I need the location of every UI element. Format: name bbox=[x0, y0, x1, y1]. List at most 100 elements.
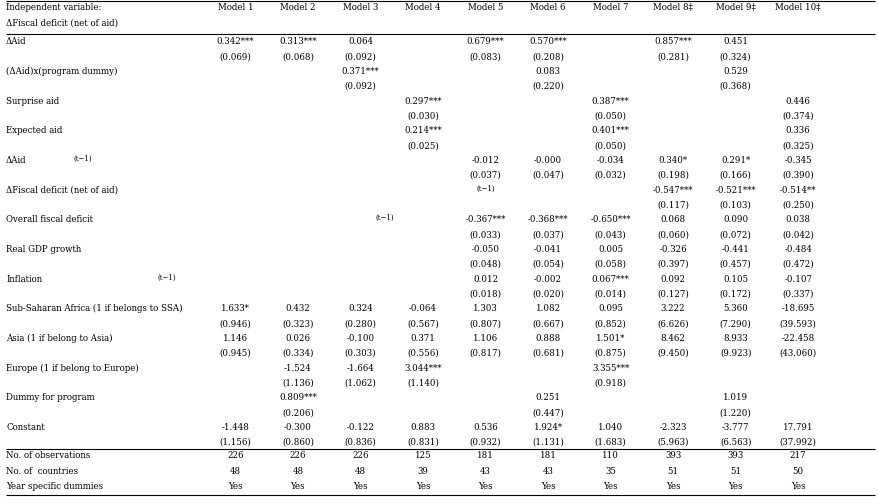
Text: (0.030): (0.030) bbox=[407, 112, 438, 121]
Text: -0.107: -0.107 bbox=[783, 275, 811, 284]
Text: ΔFiscal deficit (net of aid): ΔFiscal deficit (net of aid) bbox=[6, 186, 119, 195]
Text: Real GDP growth: Real GDP growth bbox=[6, 245, 82, 254]
Text: (0.103): (0.103) bbox=[719, 201, 751, 210]
Text: 43: 43 bbox=[479, 467, 491, 476]
Text: 0.451: 0.451 bbox=[723, 37, 747, 46]
Text: (0.092): (0.092) bbox=[344, 52, 376, 61]
Text: (6.626): (6.626) bbox=[657, 319, 688, 328]
Text: Yes: Yes bbox=[415, 482, 430, 491]
Text: (0.050): (0.050) bbox=[594, 141, 626, 150]
Text: (0.020): (0.020) bbox=[531, 290, 564, 298]
Text: Model 8‡: Model 8‡ bbox=[652, 3, 693, 12]
Text: 1.019: 1.019 bbox=[723, 393, 747, 402]
Text: (0.918): (0.918) bbox=[594, 379, 626, 387]
Text: (0.092): (0.092) bbox=[344, 82, 376, 91]
Text: (0.250): (0.250) bbox=[781, 201, 813, 210]
Text: ΔAid: ΔAid bbox=[6, 37, 26, 46]
Text: -0.521***: -0.521*** bbox=[715, 186, 755, 195]
Text: 1.633*: 1.633* bbox=[220, 304, 249, 313]
Text: Yes: Yes bbox=[291, 482, 305, 491]
Text: -0.368***: -0.368*** bbox=[527, 215, 568, 224]
Text: (0.946): (0.946) bbox=[220, 319, 251, 328]
Text: -0.041: -0.041 bbox=[534, 245, 561, 254]
Text: No. of observations: No. of observations bbox=[6, 451, 90, 460]
Text: 226: 226 bbox=[352, 451, 368, 460]
Text: Expected aid: Expected aid bbox=[6, 126, 62, 135]
Text: Overall fiscal deficit(t−1): Overall fiscal deficit(t−1) bbox=[6, 215, 116, 224]
Text: 0.324: 0.324 bbox=[348, 304, 372, 313]
Text: 0.888: 0.888 bbox=[535, 334, 560, 343]
Text: 226: 226 bbox=[227, 451, 243, 460]
Text: (0.018): (0.018) bbox=[469, 290, 501, 298]
Text: (0.032): (0.032) bbox=[594, 171, 626, 180]
Text: (43.060): (43.060) bbox=[779, 349, 816, 358]
Text: No. of  countries: No. of countries bbox=[6, 467, 78, 476]
Text: (0.043): (0.043) bbox=[594, 230, 626, 239]
Text: 0.214***: 0.214*** bbox=[404, 126, 442, 135]
Text: 0.012: 0.012 bbox=[472, 275, 498, 284]
Text: 0.005: 0.005 bbox=[597, 245, 623, 254]
Text: 0.251: 0.251 bbox=[535, 393, 560, 402]
Text: (0.681): (0.681) bbox=[531, 349, 564, 358]
Text: 0.387***: 0.387*** bbox=[591, 97, 629, 106]
Text: (0.945): (0.945) bbox=[220, 349, 251, 358]
Text: (0.047): (0.047) bbox=[531, 171, 564, 180]
Text: 1.106: 1.106 bbox=[472, 334, 498, 343]
Text: -1.664: -1.664 bbox=[346, 364, 374, 373]
Text: 17.791: 17.791 bbox=[782, 423, 812, 432]
Text: (0.397): (0.397) bbox=[657, 260, 688, 269]
Text: 110: 110 bbox=[601, 451, 618, 460]
Text: 0.371: 0.371 bbox=[410, 334, 435, 343]
Text: 0.095: 0.095 bbox=[597, 304, 623, 313]
Text: 3.222: 3.222 bbox=[660, 304, 685, 313]
Text: 0.038: 0.038 bbox=[785, 215, 810, 224]
Text: -0.345: -0.345 bbox=[783, 156, 811, 165]
Text: (1.683): (1.683) bbox=[594, 438, 626, 447]
Text: 0.068: 0.068 bbox=[659, 215, 685, 224]
Text: 217: 217 bbox=[789, 451, 806, 460]
Text: Model 6: Model 6 bbox=[529, 3, 565, 12]
Text: 0.291*: 0.291* bbox=[720, 156, 750, 165]
Text: -0.034: -0.034 bbox=[596, 156, 623, 165]
Text: Independent variable:: Independent variable: bbox=[6, 3, 102, 12]
Text: (0.567): (0.567) bbox=[407, 319, 438, 328]
Text: 0.570***: 0.570*** bbox=[529, 37, 566, 46]
Text: 0.067***: 0.067*** bbox=[591, 275, 629, 284]
Text: (0.033): (0.033) bbox=[469, 230, 500, 239]
Text: (0.172): (0.172) bbox=[719, 290, 751, 298]
Text: 48: 48 bbox=[292, 467, 303, 476]
Text: 0.809***: 0.809*** bbox=[278, 393, 317, 402]
Text: -0.064: -0.064 bbox=[408, 304, 436, 313]
Text: -0.514**: -0.514** bbox=[779, 186, 816, 195]
Text: (9.450): (9.450) bbox=[657, 349, 688, 358]
Text: 125: 125 bbox=[414, 451, 431, 460]
Text: -0.100: -0.100 bbox=[346, 334, 374, 343]
Text: Yes: Yes bbox=[665, 482, 680, 491]
Text: -3.777: -3.777 bbox=[721, 423, 749, 432]
Text: ΔFiscal deficit (net of aid): ΔFiscal deficit (net of aid) bbox=[6, 18, 119, 27]
Text: 0.432: 0.432 bbox=[285, 304, 310, 313]
Text: (0.166): (0.166) bbox=[719, 171, 751, 180]
Text: Model 3: Model 3 bbox=[342, 3, 378, 12]
Text: 226: 226 bbox=[290, 451, 306, 460]
Text: (0.072): (0.072) bbox=[719, 230, 751, 239]
Text: (0.447): (0.447) bbox=[531, 408, 564, 417]
Text: (0.334): (0.334) bbox=[282, 349, 313, 358]
Text: (0.556): (0.556) bbox=[407, 349, 438, 358]
Text: (1.131): (1.131) bbox=[531, 438, 564, 447]
Text: (39.593): (39.593) bbox=[779, 319, 816, 328]
Text: 1.303: 1.303 bbox=[472, 304, 497, 313]
Text: (0.852): (0.852) bbox=[594, 319, 626, 328]
Text: 181: 181 bbox=[539, 451, 556, 460]
Text: 3.355***: 3.355*** bbox=[591, 364, 629, 373]
Text: 0.092: 0.092 bbox=[660, 275, 685, 284]
Text: -0.650***: -0.650*** bbox=[590, 215, 630, 224]
Text: (0.083): (0.083) bbox=[469, 52, 501, 61]
Text: (t−1): (t−1) bbox=[476, 185, 494, 193]
Text: -0.000: -0.000 bbox=[534, 156, 562, 165]
Text: (0.037): (0.037) bbox=[469, 171, 500, 180]
Text: -0.441: -0.441 bbox=[721, 245, 749, 254]
Text: 51: 51 bbox=[730, 467, 740, 476]
Text: (0.014): (0.014) bbox=[594, 290, 626, 298]
Text: Model 5: Model 5 bbox=[467, 3, 503, 12]
